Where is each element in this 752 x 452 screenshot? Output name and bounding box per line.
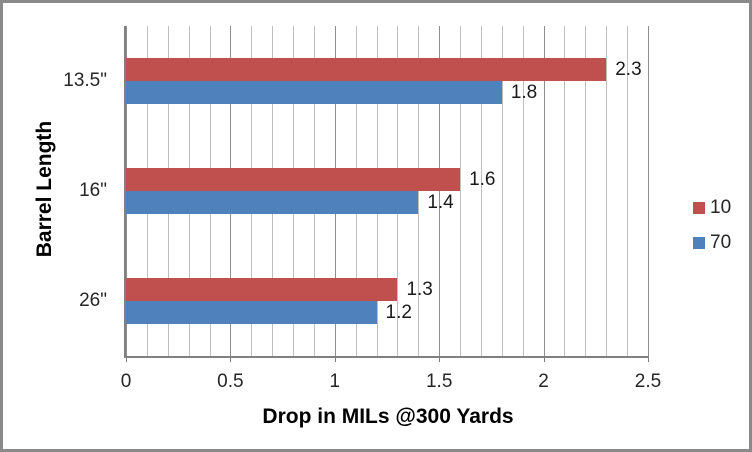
gridline-minor	[418, 26, 420, 356]
x-tick-label: 2	[538, 371, 549, 392]
category-label: 26"	[79, 290, 107, 311]
gridline-minor	[501, 26, 503, 356]
gridline-minor	[460, 26, 462, 356]
bar-series-70	[126, 81, 502, 104]
bar-series-70	[126, 301, 377, 324]
gridline-major	[648, 26, 649, 356]
bar-series-10	[126, 278, 398, 301]
legend-swatch-icon	[693, 202, 705, 214]
legend: 10 70	[693, 197, 731, 267]
gridline-minor	[522, 26, 524, 356]
gridline-minor	[627, 26, 629, 356]
x-tick-label: 1.5	[425, 371, 453, 392]
data-label: 1.8	[510, 82, 538, 103]
x-axis-title: Drop in MILs @300 Yards	[262, 405, 514, 428]
data-label: 2.3	[615, 59, 642, 80]
x-axis-tick	[648, 356, 649, 362]
x-tick-label: 0	[120, 371, 132, 392]
category-label: 16"	[79, 180, 107, 201]
bar-series-70	[126, 191, 419, 214]
x-axis-tick	[126, 356, 127, 362]
bar-series-10	[126, 58, 607, 81]
legend-item: 10	[693, 197, 731, 219]
x-tick-label: 1	[329, 371, 341, 392]
bar-series-10	[126, 168, 461, 191]
legend-item: 70	[693, 232, 731, 254]
legend-label: 70	[710, 232, 732, 253]
gridline-minor	[585, 26, 587, 356]
gridline-major	[543, 26, 545, 356]
x-axis-line	[124, 356, 648, 358]
x-tick-label: 0.5	[217, 371, 244, 392]
y-axis-line	[124, 26, 126, 358]
x-axis-tick	[334, 356, 336, 362]
category-label: 13.5"	[63, 70, 107, 91]
data-label: 1.4	[427, 192, 454, 213]
legend-label: 10	[710, 197, 732, 218]
x-axis-tick	[439, 356, 441, 362]
gridline-minor	[606, 26, 608, 356]
data-label: 1.2	[385, 302, 412, 323]
data-label: 1.3	[406, 279, 433, 300]
legend-swatch-icon	[693, 237, 705, 249]
gridline-minor	[564, 26, 566, 356]
data-label: 1.6	[469, 169, 496, 190]
x-tick-label: 2.5	[634, 371, 662, 392]
x-axis-tick	[230, 356, 232, 362]
gridline-major	[439, 26, 441, 356]
gridline-minor	[480, 26, 482, 356]
x-axis-tick	[543, 356, 545, 362]
